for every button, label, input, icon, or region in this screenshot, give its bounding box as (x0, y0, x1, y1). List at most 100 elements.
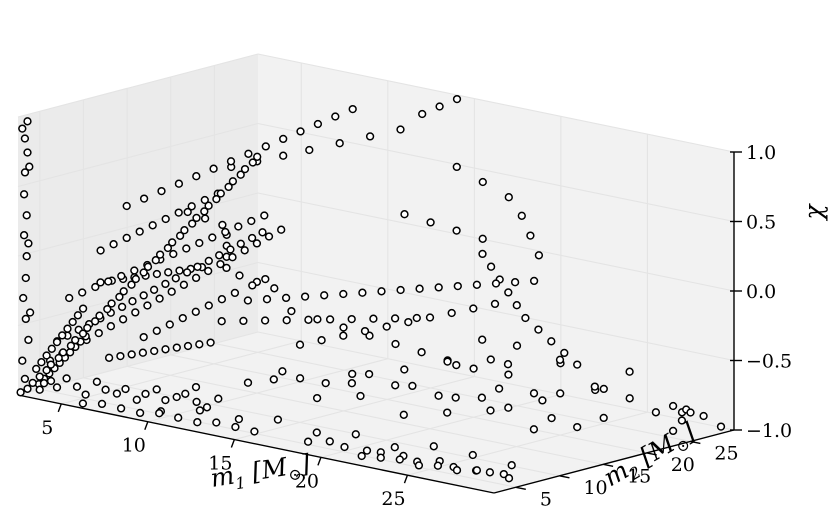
data-point (35, 372, 44, 381)
data-point (91, 282, 100, 292)
data-point (212, 418, 221, 427)
data-point (300, 292, 310, 301)
data-point (504, 403, 513, 412)
data-point (206, 338, 215, 347)
data-point (599, 384, 608, 394)
data-point (46, 360, 56, 369)
data-point (118, 315, 128, 324)
data-point (181, 389, 190, 398)
data-point (150, 346, 159, 356)
data-point (404, 317, 413, 327)
data-point (494, 384, 504, 393)
data-point (24, 335, 33, 345)
data-point (212, 194, 221, 204)
data-point (236, 239, 245, 248)
data-point (418, 109, 427, 119)
data-point (139, 332, 148, 342)
y-tick-mark (559, 475, 570, 479)
data-point (161, 345, 170, 354)
data-point (347, 314, 356, 324)
data-point (396, 285, 405, 295)
data-point (529, 389, 539, 398)
data-point (23, 117, 32, 126)
y-grid-floor (83, 377, 560, 477)
data-point (103, 304, 112, 314)
data-point (20, 134, 30, 143)
data-point (486, 355, 495, 364)
data-point (228, 253, 237, 262)
data-point (180, 226, 189, 235)
data-point (65, 293, 74, 303)
data-point (141, 389, 150, 399)
data-point (161, 395, 170, 405)
y-grid-floor (170, 354, 647, 454)
data-point (131, 274, 140, 284)
z-grid-side (17, 261, 259, 327)
data-point (52, 337, 62, 347)
data-point (78, 288, 87, 297)
data-point (195, 340, 204, 349)
data-point (538, 396, 547, 405)
data-point (54, 353, 63, 363)
data-point (425, 313, 435, 322)
data-point (504, 474, 514, 483)
data-point (192, 397, 201, 407)
data-point (215, 251, 224, 260)
z-tick-label: 0.5 (746, 212, 776, 234)
data-point (188, 219, 197, 228)
x-tick-label: 25 (381, 488, 405, 510)
data-point (168, 238, 177, 247)
x-tick-mark (317, 457, 322, 466)
data-point (96, 278, 105, 287)
data-point (478, 335, 487, 344)
data-point (127, 350, 136, 359)
data-point (486, 262, 496, 271)
data-point (503, 360, 513, 369)
data-point (127, 280, 136, 289)
data-point (155, 409, 164, 418)
data-point (104, 277, 113, 286)
data-point (282, 316, 291, 325)
data-point (94, 328, 103, 338)
data-point (499, 469, 508, 479)
data-point (109, 240, 118, 249)
data-point (504, 288, 513, 297)
data-point (24, 239, 33, 248)
data-point (295, 374, 305, 383)
data-point (240, 246, 249, 255)
data-point (135, 408, 145, 418)
data-point (486, 406, 495, 415)
data-point (179, 280, 189, 289)
data-point (364, 369, 374, 379)
data-point (169, 249, 178, 259)
data-point (192, 172, 201, 181)
data-point (529, 276, 539, 286)
z-grid-back (257, 261, 735, 362)
data-point (452, 226, 461, 235)
z-tick-label: 1.0 (746, 142, 776, 164)
data-point (224, 182, 233, 192)
data-point (261, 274, 270, 284)
data-point (347, 379, 357, 388)
data-point (52, 383, 62, 392)
x-tick-mark (230, 439, 236, 448)
data-point (560, 348, 569, 358)
data-point (121, 384, 130, 394)
data-point (37, 358, 46, 367)
data-point (395, 455, 404, 464)
data-point (208, 233, 217, 242)
data-point (517, 211, 526, 220)
data-point (414, 461, 424, 470)
data-point (400, 365, 409, 374)
data-point (174, 179, 184, 188)
data-point (260, 316, 270, 325)
data-point (244, 149, 253, 158)
x-axis-line (17, 394, 495, 494)
data-point (135, 227, 144, 236)
data-point (200, 207, 209, 216)
data-point (117, 271, 126, 281)
data-point (46, 376, 56, 386)
data-point (182, 268, 192, 277)
data-point (204, 301, 213, 310)
data-point (248, 281, 257, 290)
